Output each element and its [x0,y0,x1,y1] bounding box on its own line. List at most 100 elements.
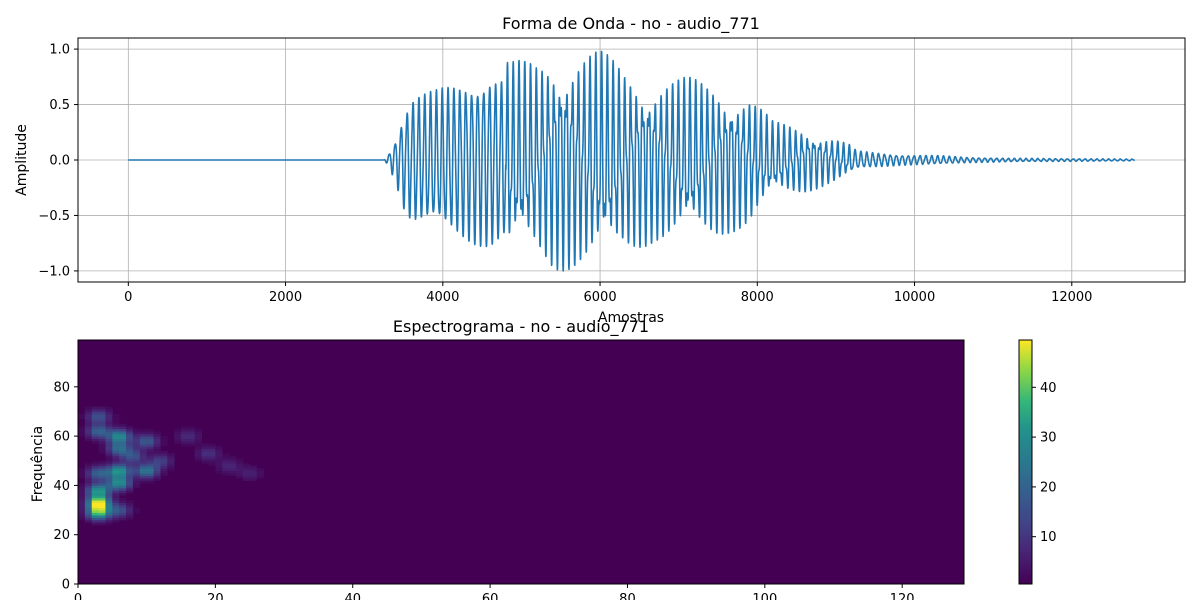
spectrogram-cell [126,514,134,518]
spectrogram-cell [105,418,113,422]
spectrogram-cell [112,433,120,437]
spectrogram-cell [91,463,100,467]
spectrogram-cell [194,445,203,449]
spectrogram-x-ticks: 0 20 40 60 80 100 120 [74,584,915,600]
spectrogram-cell [119,455,127,459]
spectrogram-cell [153,453,161,457]
spectrogram-cell [98,497,106,501]
spectrogram-cell [91,411,100,415]
spectrogram-cell [126,453,134,457]
spectrogram-cell [112,473,120,476]
spectrogram-cell [105,500,113,504]
spectrogram-cell [98,443,106,447]
spectrogram-cell [153,438,161,442]
spectrogram-cell [91,480,100,484]
spectrogram-cell [119,453,127,457]
spectrogram-cell [78,510,86,513]
spectrogram-cell [91,418,100,422]
spectrogram-cell [132,460,141,464]
spectrogram-cell [78,468,86,472]
spectrogram-cell [119,512,127,516]
spectrogram-cell [98,500,106,504]
spectrogram-cell [139,470,148,474]
spectrogram-cell [91,500,100,504]
spectrogram-cell [235,475,244,479]
waveform-y-tick-label: 0.0 [49,154,70,169]
spectrogram-cell [78,475,86,479]
spectrogram-cell [208,450,216,454]
spectrogram-cell [215,445,223,449]
spectrogram-cell [126,478,134,481]
spectrogram-cell [187,428,196,432]
spectrogram-cell [84,436,93,439]
spectrogram-cell [194,441,203,444]
spectrogram-cell [119,475,127,479]
spectrogram-cell [84,463,93,467]
spectrogram-cell [91,406,100,410]
spectrogram-cell [126,458,134,462]
spectrogram-cell [91,465,100,469]
spectrogram-cell [84,517,93,521]
spectrogram-cell [91,413,100,417]
spectrogram-cell [126,436,134,439]
spectrogram-cell [222,468,230,472]
spectrogram-cell [126,512,134,516]
spectrogram-cell [146,433,154,437]
spectrogram-cell [126,455,134,459]
spectrogram-cell [146,448,154,452]
spectrogram-cell [119,431,127,435]
spectrogram-cell [98,485,106,489]
spectrogram-cell [242,468,251,472]
spectrogram-cell [174,433,182,437]
spectrogram-cell [126,426,134,430]
spectrogram-cell [119,507,127,511]
spectrogram-cell [91,473,100,476]
spectrogram-cell [229,455,237,459]
spectrogram-cell [112,453,120,457]
spectrogram-cell [153,470,161,474]
spectrogram-cell [91,485,100,489]
spectrogram-y-tick-label: 60 [53,430,70,445]
spectrogram-cell [160,441,168,444]
spectrogram-cell [105,460,113,464]
waveform-x-tick-label: 6000 [584,290,617,305]
spectrogram-cell [112,480,120,484]
spectrogram-cell [112,505,120,508]
spectrogram-cell [112,460,120,464]
spectrogram-cell [139,478,148,481]
spectrogram-cell [98,436,106,439]
spectrogram-cell [84,485,93,489]
spectrogram-cell [181,441,189,444]
spectrogram-cell [153,445,161,449]
spectrogram-cell [167,453,175,457]
spectrogram-cell [105,522,113,526]
spectrogram-cell [112,507,120,511]
spectrogram-cell [112,463,120,467]
spectrogram-cell [242,478,251,481]
spectrogram-cell [229,470,237,474]
spectrogram-cell [160,450,168,454]
spectrogram-cell [112,478,120,481]
spectrogram-cell [132,431,141,435]
spectrogram-cell [119,490,127,494]
spectrogram-cell [132,465,141,469]
spectrogram-cell [153,436,161,439]
spectrogram-y-ticks: 0 20 40 60 80 [53,380,78,593]
spectrogram-cell [160,455,168,459]
spectrogram-cell [249,475,257,479]
spectrogram-cell [167,458,175,462]
spectrogram-title: Espectrograma - no - audio_771 [393,317,649,337]
spectrogram-cell [139,445,148,449]
spectrogram-cell [78,426,86,430]
spectrogram-cell [112,517,120,521]
spectrogram-cell [91,409,100,412]
spectrogram-cell [256,475,264,479]
spectrogram-cell [146,473,154,476]
spectrogram-cell [160,438,168,442]
spectrogram-cell [187,436,196,439]
spectrogram-cell [153,458,161,462]
spectrogram-y-tick-label: 80 [53,380,70,395]
spectrogram-cell [119,497,127,501]
spectrogram-cell [119,470,127,474]
spectrogram-cell [78,431,86,435]
